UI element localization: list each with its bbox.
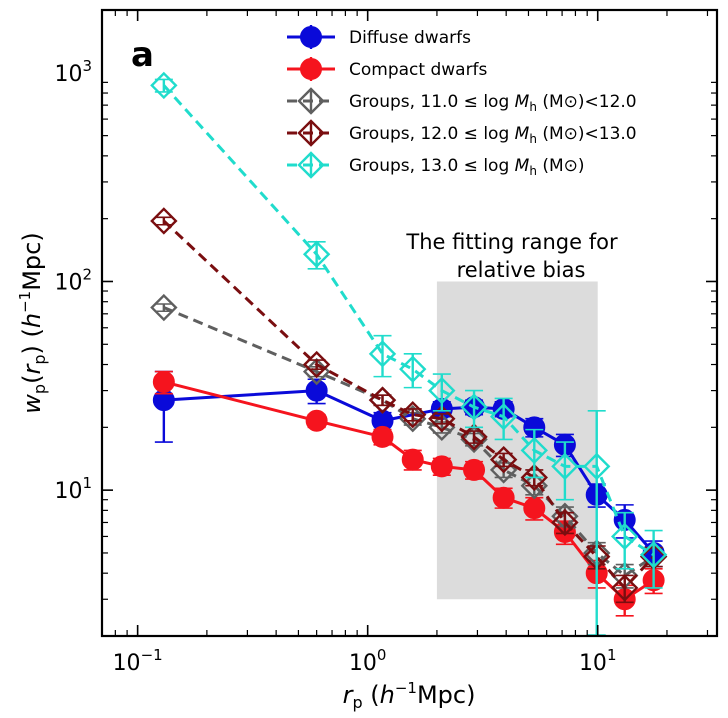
legend-item: Groups, 11.0 ≤ log Mh (M⊙)<12.0 [287, 87, 637, 115]
data-point [302, 240, 331, 268]
data-point [150, 71, 178, 100]
legend-diamond-marker [297, 119, 325, 147]
y-tick-label: 103 [54, 57, 92, 87]
data-point [639, 541, 668, 569]
shaded-region-label-line2: relative bias [457, 258, 586, 282]
y-axis-label: wp(rp) (h−1Mpc) [16, 232, 49, 413]
legend-label: Groups, 11.0 ≤ log Mh (M⊙)<12.0 [349, 92, 637, 114]
data-point [551, 508, 579, 537]
legend-circle-marker [300, 58, 322, 80]
ticks-layer: 10−1 100 101 101 102 103 [54, 10, 717, 676]
data-point [523, 497, 546, 520]
data-point [551, 452, 579, 481]
legend-circle-marker [300, 26, 322, 48]
legend-item: Groups, 12.0 ≤ log Mh (M⊙)<13.0 [287, 119, 637, 147]
data-point [302, 350, 331, 379]
legend-item: Groups, 13.0 ≤ log Mh (M⊙) [287, 151, 585, 179]
legend-label: Groups, 13.0 ≤ log Mh (M⊙) [349, 156, 585, 178]
data-point [371, 425, 394, 448]
series-line [162, 84, 655, 557]
data-point [610, 522, 639, 551]
data-point [492, 486, 515, 509]
data-point [152, 370, 175, 393]
data-point [305, 409, 328, 432]
data-point [399, 400, 427, 429]
data-point [368, 340, 397, 368]
data-point [150, 293, 178, 322]
panel-label: a [131, 35, 154, 75]
legend-label: Diffuse dwarfs [349, 28, 471, 48]
data-point [305, 379, 328, 402]
data-point [401, 448, 424, 471]
data-point [520, 463, 548, 492]
legend: Diffuse dwarfs Compact dwarfs Groups, 11.0… [287, 25, 637, 179]
data-point [460, 393, 488, 421]
plot-frame [100, 8, 719, 638]
series-groups-13-0-log-m-h-m [150, 71, 668, 636]
data-point [460, 425, 488, 454]
series-layer [150, 71, 668, 636]
legend-label: Compact dwarfs [349, 60, 488, 80]
x-tick-label: 100 [349, 646, 387, 676]
data-point [583, 452, 611, 481]
x-axis-label: rp (h−1Mpc) [343, 679, 476, 712]
series-line [162, 219, 655, 591]
x-tick-label: 10−1 [113, 646, 163, 676]
shaded-region-label-line1: The fitting range for [405, 230, 618, 254]
data-point [368, 386, 397, 414]
legend-item: Diffuse dwarfs [287, 25, 471, 49]
data-point [610, 574, 639, 602]
data-point [463, 458, 486, 481]
y-tick-label: 102 [54, 265, 92, 295]
legend-diamond-marker [297, 87, 325, 115]
legend-diamond-marker [297, 151, 325, 179]
legend-label: Groups, 12.0 ≤ log Mh (M⊙)<13.0 [349, 124, 637, 146]
data-point [428, 376, 456, 405]
data-point [489, 402, 518, 431]
x-tick-label: 101 [579, 646, 617, 676]
legend-item: Compact dwarfs [287, 57, 488, 81]
y-tick-label: 101 [54, 474, 92, 504]
data-point [430, 455, 453, 478]
data-point [399, 355, 427, 383]
data-point [150, 207, 178, 235]
data-point [520, 436, 548, 465]
data-point [460, 423, 488, 451]
data-point [489, 445, 518, 474]
data-point [428, 404, 456, 433]
